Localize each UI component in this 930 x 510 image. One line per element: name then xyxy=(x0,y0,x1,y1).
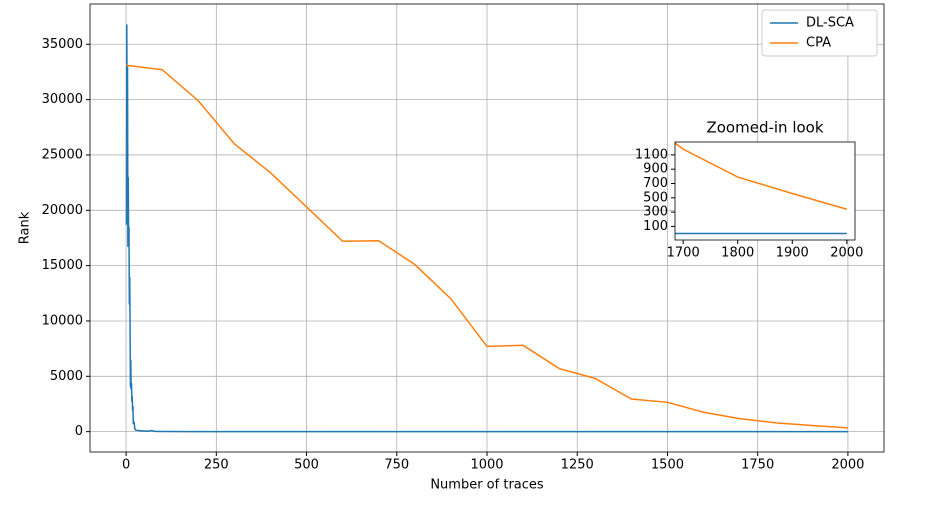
legend-label: DL-SCA xyxy=(806,16,854,31)
y-tick-label: 5000 xyxy=(50,369,83,384)
x-tick-label: 1900 xyxy=(776,246,809,261)
x-tick-label: 1000 xyxy=(470,458,503,473)
y-tick-label: 35000 xyxy=(42,37,83,52)
plot-lines xyxy=(125,24,848,433)
x-tick-label: 750 xyxy=(384,458,409,473)
x-tick-label: 2000 xyxy=(831,458,864,473)
x-tick-label: 2000 xyxy=(830,246,863,261)
x-tick-label: 1250 xyxy=(561,458,594,473)
y-axis-label: Rank xyxy=(18,211,33,244)
legend-label: CPA xyxy=(806,36,831,51)
plot-area xyxy=(675,142,855,240)
y-tick-label: 25000 xyxy=(42,147,83,162)
line xyxy=(125,24,848,433)
y-tick-label: 900 xyxy=(643,162,668,177)
y-tick-label: 10000 xyxy=(42,313,83,328)
axes-frame xyxy=(674,141,856,241)
x-tick-label: 1800 xyxy=(721,246,754,261)
inset-title: Zoomed-in look xyxy=(706,119,823,137)
x-tick-label: 250 xyxy=(204,458,229,473)
x-tick-label: 1500 xyxy=(651,458,684,473)
y-tick-label: 1100 xyxy=(635,147,668,162)
y-tick-label: 700 xyxy=(643,176,668,191)
x-tick-label: 1750 xyxy=(741,458,774,473)
axes-frame xyxy=(89,3,885,453)
legend-box xyxy=(761,9,878,57)
line xyxy=(125,64,848,429)
y-tick-label: 100 xyxy=(643,219,668,234)
y-tick-label: 500 xyxy=(643,190,668,205)
y-tick-label: 20000 xyxy=(42,203,83,218)
x-tick-label: 1700 xyxy=(667,246,700,261)
y-tick-label: 300 xyxy=(643,205,668,220)
y-tick-label: 30000 xyxy=(42,92,83,107)
y-tick-label: 0 xyxy=(75,424,83,439)
x-tick-label: 0 xyxy=(122,458,130,473)
x-tick-label: 500 xyxy=(294,458,319,473)
y-tick-label: 15000 xyxy=(42,258,83,273)
x-axis-label: Number of traces xyxy=(430,478,544,493)
